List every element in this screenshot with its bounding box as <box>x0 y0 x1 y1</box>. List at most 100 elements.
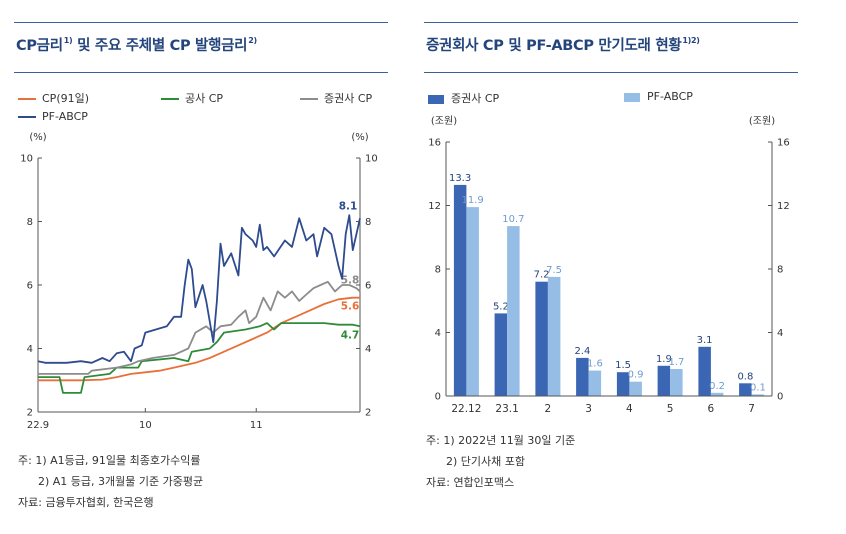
top-rule <box>424 22 798 23</box>
bar-value-label: 13.3 <box>449 173 471 184</box>
bar-securities-cp <box>616 372 630 396</box>
end-value-label: 4.7 <box>341 329 360 341</box>
bar-pf-abcp <box>588 370 602 396</box>
y-tick-label-right: 10 <box>365 154 378 165</box>
y-tick-label-left: 10 <box>20 154 33 165</box>
legend-swatch <box>624 92 640 102</box>
bar-pf-abcp <box>710 392 724 396</box>
bar-value-label: 1.5 <box>615 360 631 371</box>
series-line-공사 CP <box>38 322 361 394</box>
bar-securities-cp <box>739 383 752 396</box>
y-tick-label-left: 0 <box>435 392 441 403</box>
y-tick-label-right: 8 <box>365 217 371 228</box>
bar-value-label: 0.9 <box>628 370 644 381</box>
source-note: 자료: 금융투자협회, 한국은행 <box>18 496 154 509</box>
x-tick-label: 22.9 <box>27 420 49 431</box>
bar-value-label: 0.1 <box>750 382 766 393</box>
legend-swatch <box>428 94 444 104</box>
line-chart: (%) (%) 2 2 4 4 6 6 8 8 10 10 22.9 10 11 5.6 4.7 5.8 8.1 <box>20 132 378 431</box>
end-value-label: 8.1 <box>339 200 358 212</box>
title-rule <box>14 72 388 73</box>
bar-securities-cp <box>494 313 508 396</box>
y-tick-label-left: 12 <box>428 201 441 212</box>
y-tick-label-right: 16 <box>777 138 790 149</box>
y-tick-label-right: 8 <box>777 265 783 276</box>
y-tick-label-left: 2 <box>27 408 33 419</box>
legend-pf-abcp-bar: PF-ABCP <box>624 90 693 103</box>
legend-swatch <box>161 98 179 100</box>
note-2: 2) A1 등급, 3개월물 기준 가중평균 <box>38 475 204 488</box>
y-tick-label-left: 8 <box>435 265 441 276</box>
bar-pf-abcp <box>670 369 683 396</box>
legend-swatch <box>18 116 36 118</box>
bar-value-label: 11.9 <box>461 195 483 206</box>
legend-swatch <box>18 98 36 100</box>
legend-securities-cp: 증권사 CP <box>300 90 372 106</box>
series-line-PF-ABCP <box>37 214 361 364</box>
bar-pf-abcp <box>751 394 765 396</box>
bar-securities-cp <box>535 281 548 396</box>
left-axis-unit: (조원) <box>431 115 457 127</box>
bar-pf-abcp <box>547 276 561 396</box>
note-1: 주: 1) A1등급, 91일물 최종호가수익률 <box>18 454 201 467</box>
x-category-label: 2 <box>545 403 552 415</box>
left-notes: 주: 1) A1등급, 91일물 최종호가수익률 2) A1 등급, 3개월물 … <box>18 450 203 513</box>
bar-value-label: 10.7 <box>502 214 524 225</box>
legend-securities-cp-bar: 증권사 CP <box>428 90 499 106</box>
left-chart-panel: CP금리1) 및 주요 주체별 CP 발행금리2) CP(91일) 공사 CP … <box>14 0 388 534</box>
bar-value-label: 0.8 <box>737 371 753 382</box>
top-rule <box>14 22 388 23</box>
bar-value-label: 2.4 <box>574 346 590 357</box>
bar-pf-abcp <box>507 226 520 396</box>
y-tick-label-left: 16 <box>428 138 441 149</box>
end-value-label: 5.6 <box>341 301 360 313</box>
note-2: 2) 단기사채 포함 <box>446 455 526 468</box>
bar-value-label: 1.9 <box>656 354 672 365</box>
source-note: 자료: 연합인포맥스 <box>426 476 515 489</box>
y-tick-label-left: 8 <box>27 217 33 228</box>
bar-value-label: 3.1 <box>697 335 713 346</box>
bar-value-label: 1.7 <box>668 357 684 368</box>
y-tick-label-right: 12 <box>777 201 790 212</box>
bar-value-label: 0.2 <box>709 381 725 392</box>
x-category-label: 3 <box>585 403 592 415</box>
right-chart-panel: 증권회사 CP 및 PF-ABCP 만기도래 현황1)2) 증권사 CP PF-… <box>424 0 798 534</box>
x-tick-label: 10 <box>139 420 152 431</box>
x-tick-label: 11 <box>250 420 263 431</box>
y-tick-label-left: 4 <box>27 344 33 355</box>
title-rule <box>424 72 798 73</box>
right-axis-unit: (조원) <box>749 115 775 127</box>
bar-value-label: 7.5 <box>546 265 562 276</box>
x-category-label: 4 <box>626 403 633 415</box>
y-tick-label-right: 4 <box>777 328 783 339</box>
y-tick-label-left: 6 <box>27 281 33 292</box>
left-chart-title: CP금리1) 및 주요 주체별 CP 발행금리2) <box>16 36 257 54</box>
legend-pf-abcp: PF-ABCP <box>18 110 88 123</box>
bar-pf-abcp <box>466 207 479 396</box>
y-tick-label-right: 6 <box>365 281 371 292</box>
left-axis-unit: (%) <box>29 132 46 143</box>
legend-public-cp: 공사 CP <box>161 90 223 106</box>
x-category-label: 6 <box>708 403 715 415</box>
right-axis-unit: (%) <box>351 132 368 143</box>
bar-value-label: 1.6 <box>587 359 603 370</box>
legend-cp91: CP(91일) <box>18 90 89 106</box>
right-notes: 주: 1) 2022년 11월 30일 기준 2) 단기사채 포함 자료: 연합… <box>426 430 575 493</box>
bar-securities-cp <box>657 365 671 396</box>
x-category-label: 23.1 <box>495 403 518 415</box>
series-line-증권사 CP <box>38 280 361 375</box>
bar-securities-cp <box>453 184 467 396</box>
right-chart-title: 증권회사 CP 및 PF-ABCP 만기도래 현황1)2) <box>426 36 700 54</box>
legend-swatch <box>300 98 318 100</box>
series-line-CP(91일) <box>38 296 360 382</box>
y-tick-label-left: 4 <box>435 328 441 339</box>
bar-securities-cp <box>576 357 589 396</box>
x-category-label: 22.12 <box>451 403 481 415</box>
bar-pf-abcp <box>629 381 642 396</box>
end-value-label: 5.8 <box>341 274 360 286</box>
y-tick-label-right: 4 <box>365 344 371 355</box>
y-tick-label-right: 2 <box>365 408 371 419</box>
y-tick-label-right: 0 <box>777 392 783 403</box>
x-category-label: 7 <box>748 403 755 415</box>
